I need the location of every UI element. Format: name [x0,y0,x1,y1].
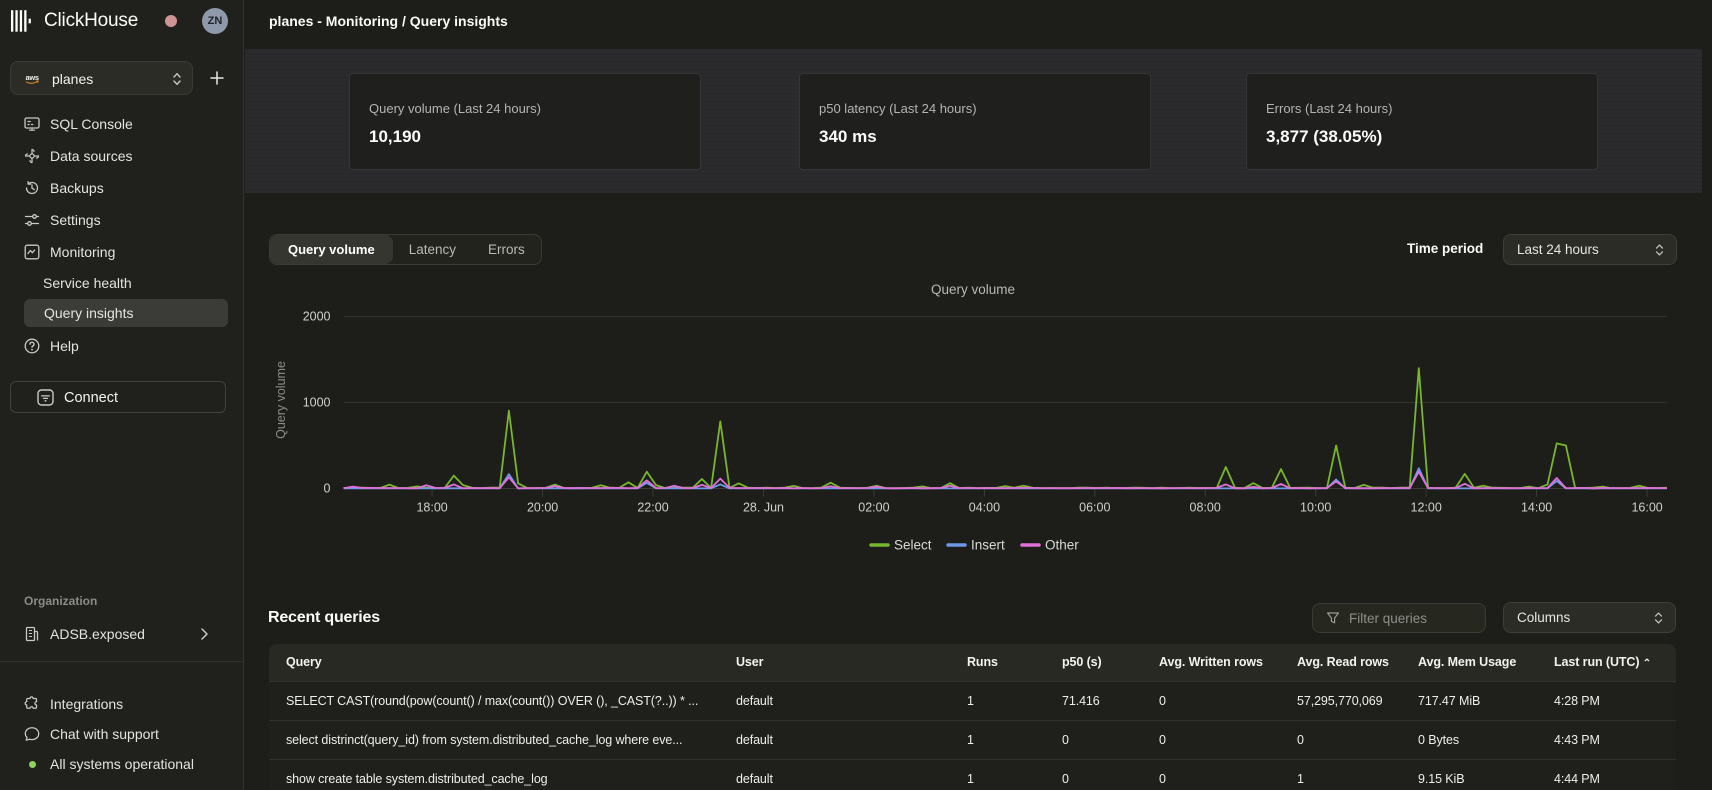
svg-text:Insert: Insert [971,538,1005,553]
svg-text:20:00: 20:00 [527,501,558,515]
svg-text:08:00: 08:00 [1190,501,1221,515]
svg-text:02:00: 02:00 [858,501,889,515]
svg-text:12:00: 12:00 [1411,501,1442,515]
svg-text:06:00: 06:00 [1079,501,1110,515]
svg-text:aws: aws [26,73,39,82]
svg-text:28. Jun: 28. Jun [743,501,784,515]
svg-text:Select: Select [894,538,932,553]
svg-text:Query volume: Query volume [931,282,1015,297]
svg-text:2000: 2000 [303,310,331,324]
svg-text:10:00: 10:00 [1300,501,1331,515]
svg-text:Query volume: Query volume [274,361,288,439]
svg-text:14:00: 14:00 [1521,501,1552,515]
svg-text:22:00: 22:00 [637,501,668,515]
svg-text:04:00: 04:00 [969,501,1000,515]
svg-text:16:00: 16:00 [1631,501,1662,515]
svg-text:1000: 1000 [303,396,331,410]
svg-text:Other: Other [1045,538,1079,553]
svg-text:0: 0 [324,482,331,496]
svg-text:18:00: 18:00 [416,501,447,515]
